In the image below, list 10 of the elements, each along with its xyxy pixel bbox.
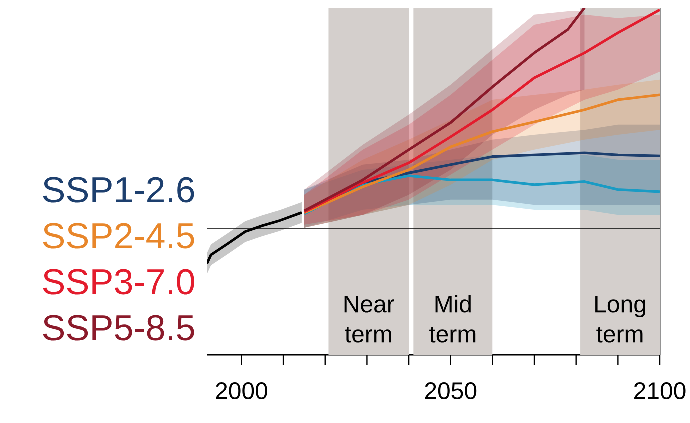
text: SSP3-7.0 bbox=[43, 269, 194, 295]
band-label: Long term bbox=[596, 296, 646, 343]
text: SSP1-2.6 bbox=[43, 177, 194, 203]
band-label: Mid term bbox=[430, 295, 476, 343]
text: SSP2-4.5 bbox=[43, 223, 194, 249]
x-tick-label: 2000 bbox=[216, 382, 268, 400]
band-label: Near term bbox=[344, 296, 394, 343]
text: SSP5-8.5 bbox=[43, 315, 194, 341]
x-tick-label: 2050 bbox=[425, 382, 477, 400]
x-tick-label: 2100 bbox=[634, 382, 686, 400]
